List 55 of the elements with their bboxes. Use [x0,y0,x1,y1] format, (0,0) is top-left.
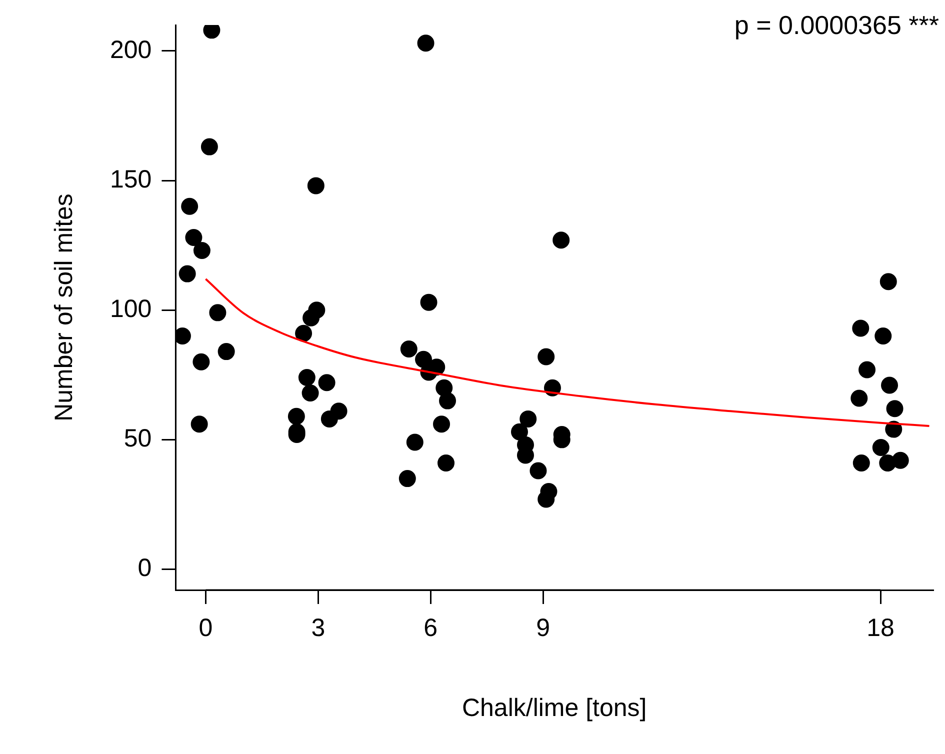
point [288,408,305,425]
point [510,423,528,440]
point [880,273,897,290]
point [872,438,890,456]
y-tick-label: 200 [110,36,152,64]
point [433,416,450,433]
y-tick-label: 50 [124,424,152,453]
point [178,265,196,282]
point [200,138,218,156]
point [881,376,898,394]
x-tick-label: 3 [311,614,326,642]
point [886,400,904,418]
y-tick-label: 100 [110,294,152,323]
point [209,304,226,322]
point [400,340,418,358]
point [439,392,456,410]
point [302,309,320,326]
point [190,416,208,433]
point [552,232,570,249]
point [406,434,424,451]
y-tick-label: 150 [110,165,152,194]
y-axis-title: Number of soil mites [50,194,78,422]
point [185,229,202,246]
point [318,374,336,392]
point [192,353,210,370]
annotation: p = 0.0000365 *** [734,10,939,40]
point [181,198,198,215]
point [415,350,432,368]
point [295,324,312,342]
point [398,470,416,488]
point [874,328,892,345]
point [852,454,870,472]
point [530,462,547,480]
point [420,294,438,311]
point [307,177,324,194]
point [417,34,434,52]
point [850,390,868,407]
point [298,368,316,386]
point [302,384,319,402]
point [852,320,870,337]
point [193,242,210,259]
point [858,361,876,378]
x-tick-label: 6 [424,614,438,642]
x-tick-label: 0 [198,614,213,642]
x-tick-label: 18 [866,614,894,642]
point [320,410,338,428]
point [892,452,909,469]
point [218,343,235,360]
line-series [204,278,930,427]
point [520,410,537,428]
point [438,454,455,472]
y-tick-label: 0 [138,554,152,582]
point [538,348,555,366]
x-tick-label: 9 [536,614,550,642]
x-axis-title: Chalk/lime [tons] [462,694,647,722]
